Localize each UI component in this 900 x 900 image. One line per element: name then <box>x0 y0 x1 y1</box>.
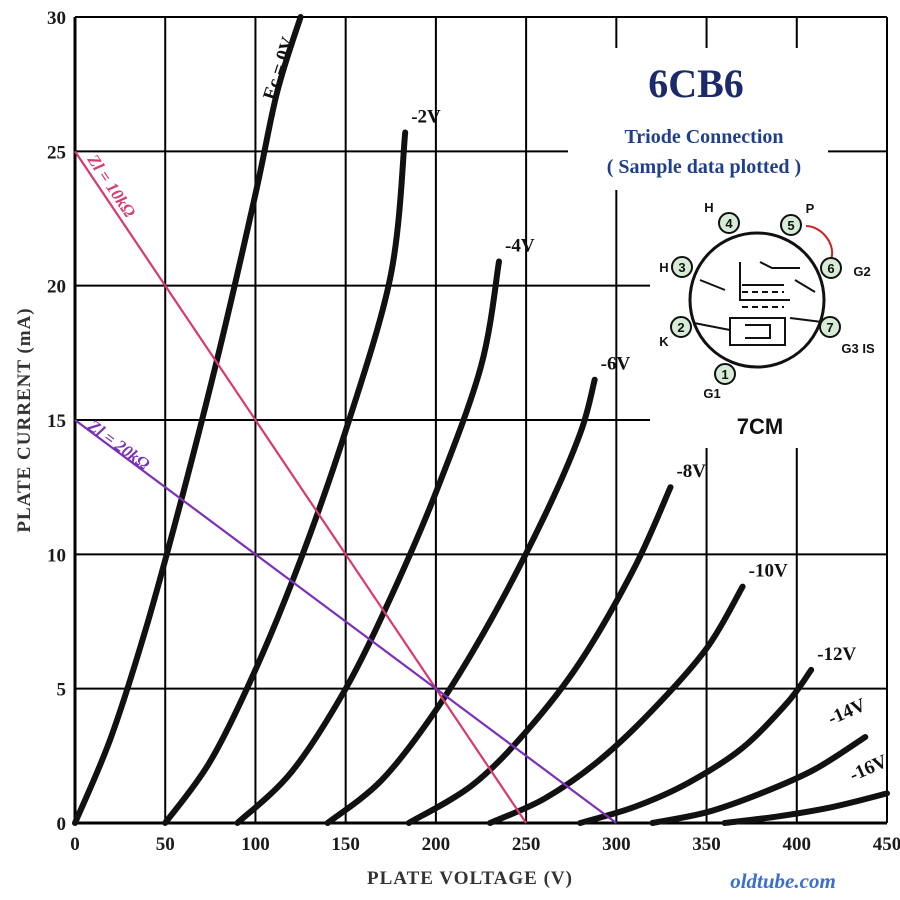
pin-1-icon <box>714 363 736 385</box>
chart-subtitle-line2: ( Sample data plotted ) <box>607 156 801 178</box>
chart-subtitle-line1: Triode Connection <box>624 126 783 148</box>
chart-title: 6CB6 <box>648 61 744 106</box>
curve-label: -8V <box>676 461 706 482</box>
pin-2-number: 2 <box>677 320 684 335</box>
x-tick-label: 0 <box>70 834 80 855</box>
plate-curve <box>721 790 890 826</box>
pin-4-icon <box>718 212 740 234</box>
plate-curve <box>324 376 598 826</box>
pin-7-number: 7 <box>826 320 833 335</box>
plate-curves <box>72 14 890 826</box>
pin-7-name: G3 IS <box>841 341 875 356</box>
pin-3-number: 3 <box>678 260 685 275</box>
x-tick-label: 300 <box>602 834 631 855</box>
x-tick-label: 350 <box>692 834 721 855</box>
y-tick-label: 5 <box>57 680 67 701</box>
base-envelope <box>688 231 826 369</box>
y-tick-label: 30 <box>47 8 66 29</box>
y-tick-label: 15 <box>47 411 66 432</box>
pin-5-icon <box>780 214 802 236</box>
pin-6-name: G2 <box>853 264 870 279</box>
pin-1-number: 1 <box>721 367 728 382</box>
pin-1-name: G1 <box>703 386 720 401</box>
y-tick-label: 20 <box>47 277 66 298</box>
site-watermark: oldtube.com <box>730 869 836 893</box>
pin-2-icon <box>670 316 692 338</box>
x-tick-label: 200 <box>422 834 451 855</box>
title-panel-bg <box>568 48 828 190</box>
curve-label: -16V <box>846 751 890 786</box>
load-line <box>74 150 528 824</box>
curve-label: Ec = 0V <box>259 34 299 102</box>
pin-4-number: 4 <box>725 216 733 231</box>
x-tick-label: 50 <box>156 834 175 855</box>
electrode-structure-icon <box>693 261 823 346</box>
x-tick-label: 150 <box>331 834 360 855</box>
plate-curve <box>649 734 869 826</box>
y-axis-label: PLATE CURRENT (mA) <box>14 307 35 532</box>
pin-3-name: H <box>659 260 668 275</box>
x-axis-label: PLATE VOLTAGE (V) <box>367 868 573 889</box>
curve-label: -2V <box>411 107 441 128</box>
curve-label: -10V <box>749 561 788 582</box>
plate-curve <box>162 129 409 826</box>
plate-curve <box>72 14 304 826</box>
pin-5-name: P <box>806 201 815 216</box>
y-tick-label: 0 <box>57 814 67 835</box>
y-tick-label: 25 <box>47 142 66 163</box>
x-tick-label: 100 <box>241 834 270 855</box>
x-tick-label: 250 <box>512 834 541 855</box>
pin-7-icon <box>819 316 841 338</box>
pin-6-icon <box>820 257 842 279</box>
x-tick-label: 450 <box>873 834 900 855</box>
load-line <box>74 419 617 824</box>
pin-2-name: K <box>659 334 669 349</box>
pin-4-name: H <box>704 200 713 215</box>
plate-curve <box>405 484 674 826</box>
curve-label: -12V <box>817 644 856 665</box>
curve-label: -6V <box>601 354 631 375</box>
x-tick-label: 400 <box>783 834 812 855</box>
load-line-label: Zl = 10kΩ <box>83 150 139 221</box>
load-line-label: Zl = 20kΩ <box>84 415 154 474</box>
pin-6-number: 6 <box>827 261 834 276</box>
curve-label: -14V <box>825 694 869 729</box>
pin-3-icon <box>671 256 693 278</box>
plate-curve <box>234 258 502 826</box>
base-code-label: 7CM <box>737 414 783 439</box>
plate-curve <box>577 666 815 826</box>
pin-5-number: 5 <box>787 218 794 233</box>
curve-label: -4V <box>505 235 535 256</box>
tube-base-diagram: 4 5 3 6 2 7 1 H P H G2 K G3 IS G1 7CM <box>650 190 886 448</box>
plate-curve <box>487 583 746 826</box>
y-tick-label: 10 <box>47 545 66 566</box>
